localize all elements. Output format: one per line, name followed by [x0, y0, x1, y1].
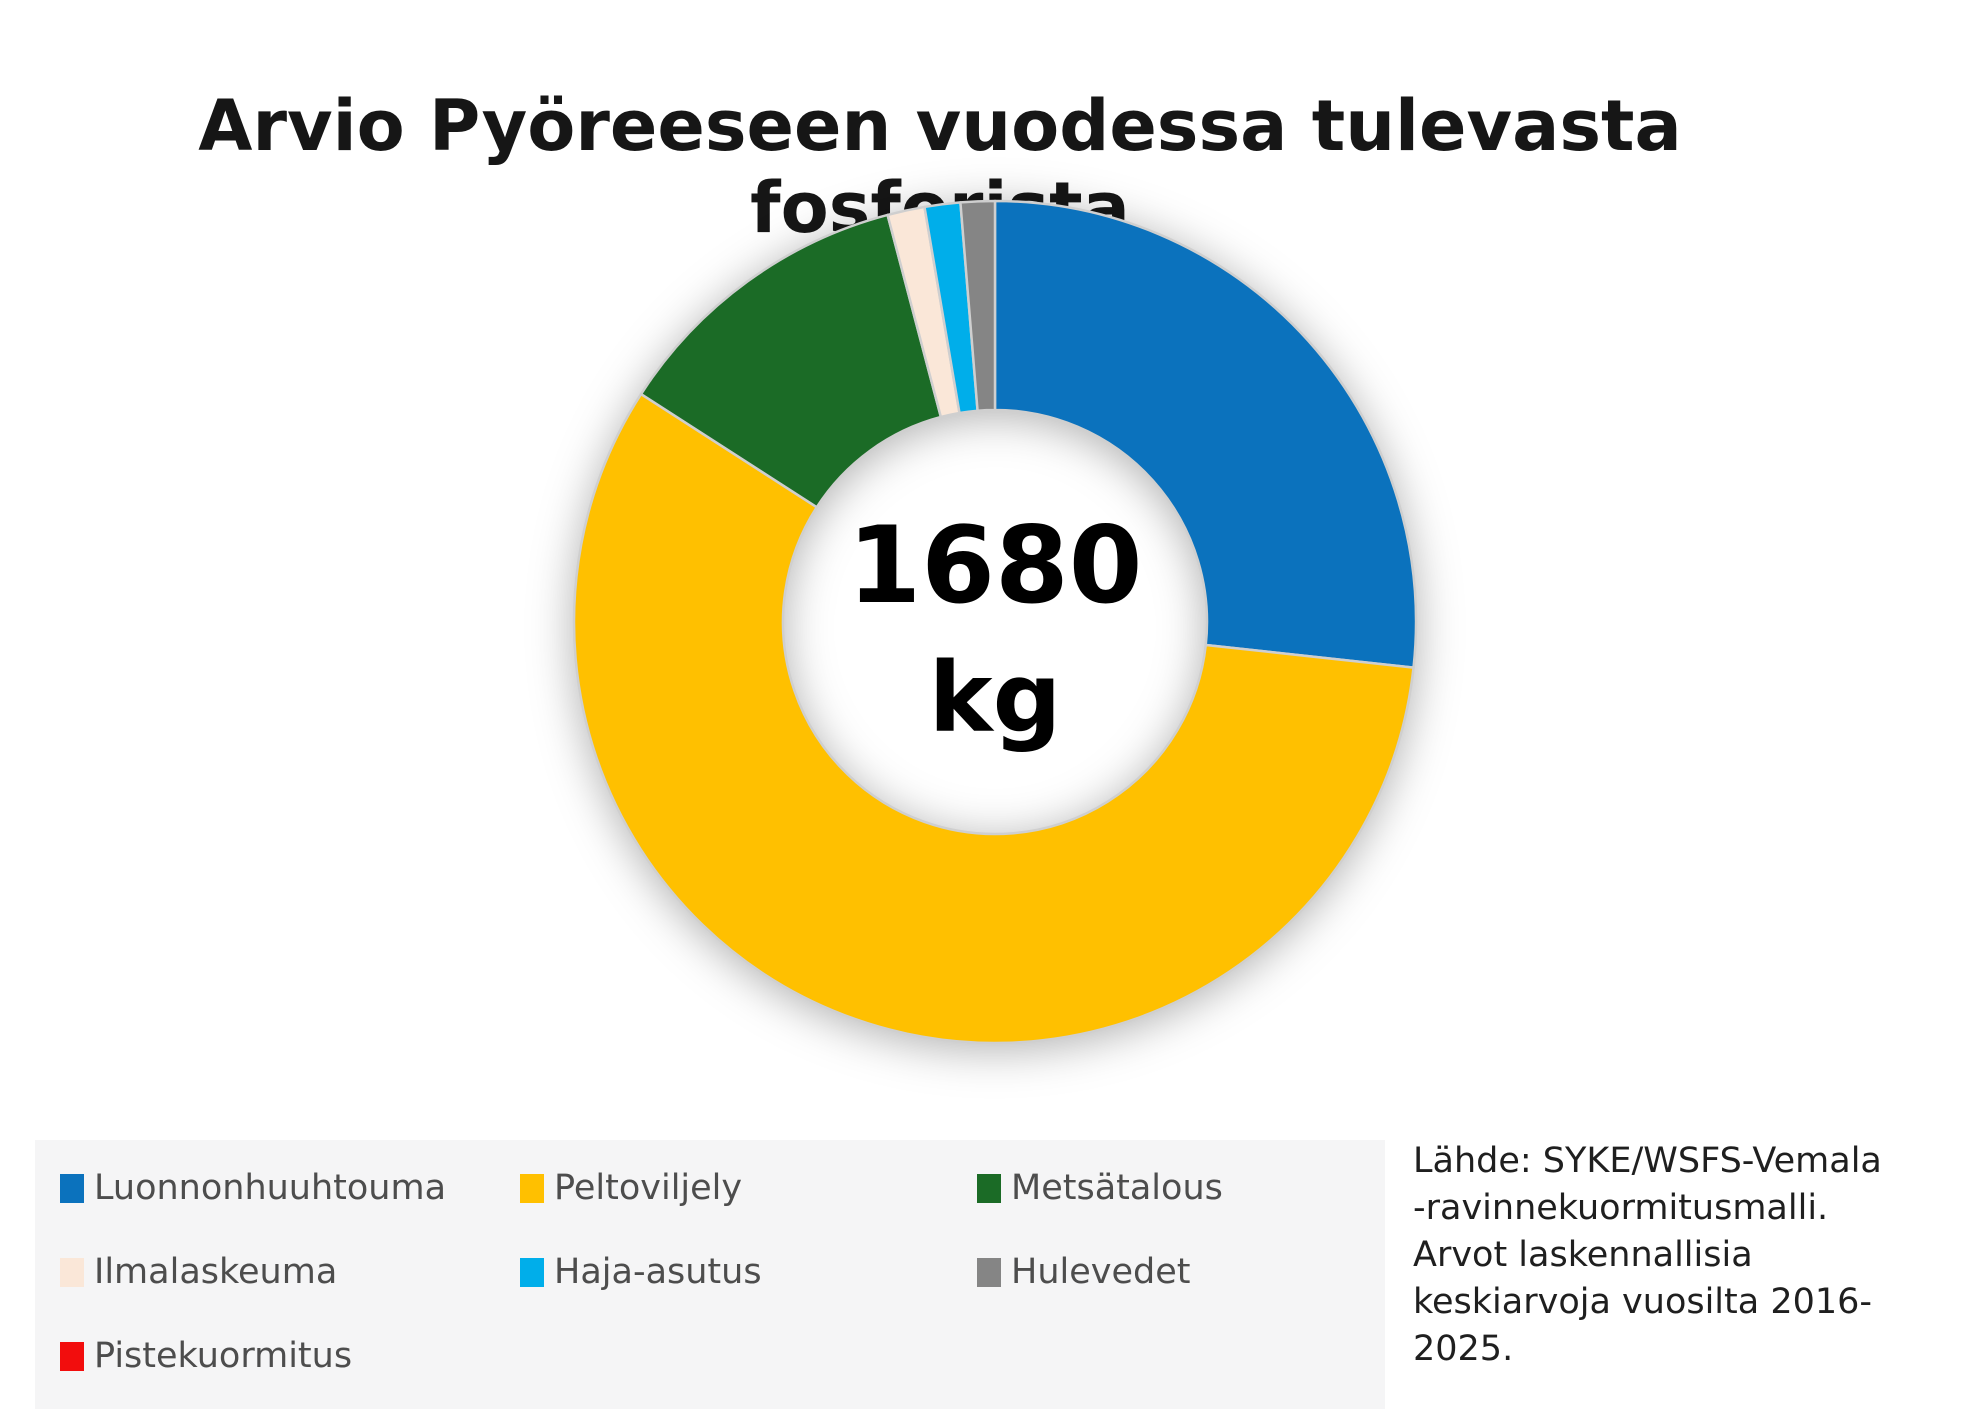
legend-label: Pistekuormitus [94, 1336, 353, 1376]
legend-item-ilmalaskeuma[interactable]: Ilmalaskeuma [60, 1248, 520, 1296]
donut-svg [572, 199, 1418, 1045]
donut-chart [545, 172, 1445, 1072]
legend-label: Peltoviljely [554, 1168, 743, 1208]
legend-swatch [977, 1173, 1001, 1203]
legend-label: Metsätalous [1011, 1168, 1223, 1208]
legend: Luonnonhuuhtouma Peltoviljely Metsätalous I… [35, 1140, 1385, 1409]
donut-slice-luonnonhuuhtouma[interactable] [993, 199, 1418, 669]
legend-item-hulevedet[interactable]: Hulevedet [977, 1248, 1385, 1296]
source-note: Lähde: SYKE/WSFS-Vemala -ravinnekuormitu… [1413, 1141, 1882, 1369]
legend-label: Luonnonhuuhtouma [94, 1168, 447, 1208]
legend-item-metsätalous[interactable]: Metsätalous [977, 1164, 1385, 1212]
legend-swatch [520, 1257, 544, 1287]
legend-swatch [60, 1341, 84, 1371]
legend-item-pistekuormitus[interactable]: Pistekuormitus [60, 1332, 520, 1380]
legend-swatch [977, 1257, 1001, 1287]
legend-item-peltoviljely[interactable]: Peltoviljely [520, 1164, 977, 1212]
legend-swatch [60, 1173, 84, 1203]
donut-slice-hulevedet[interactable] [959, 199, 997, 412]
donut-slice-metsätalous[interactable] [639, 213, 943, 509]
legend-label: Haja-asutus [554, 1252, 762, 1292]
legend-item-luonnonhuuhtouma[interactable]: Luonnonhuuhtouma [60, 1164, 520, 1212]
legend-label: Ilmalaskeuma [94, 1252, 338, 1292]
legend-swatch [60, 1257, 84, 1287]
legend-item-haja-asutus[interactable]: Haja-asutus [520, 1248, 977, 1296]
legend-label: Hulevedet [1011, 1252, 1191, 1292]
legend-swatch [520, 1173, 544, 1203]
donut-slice-peltoviljely[interactable] [572, 392, 1415, 1045]
